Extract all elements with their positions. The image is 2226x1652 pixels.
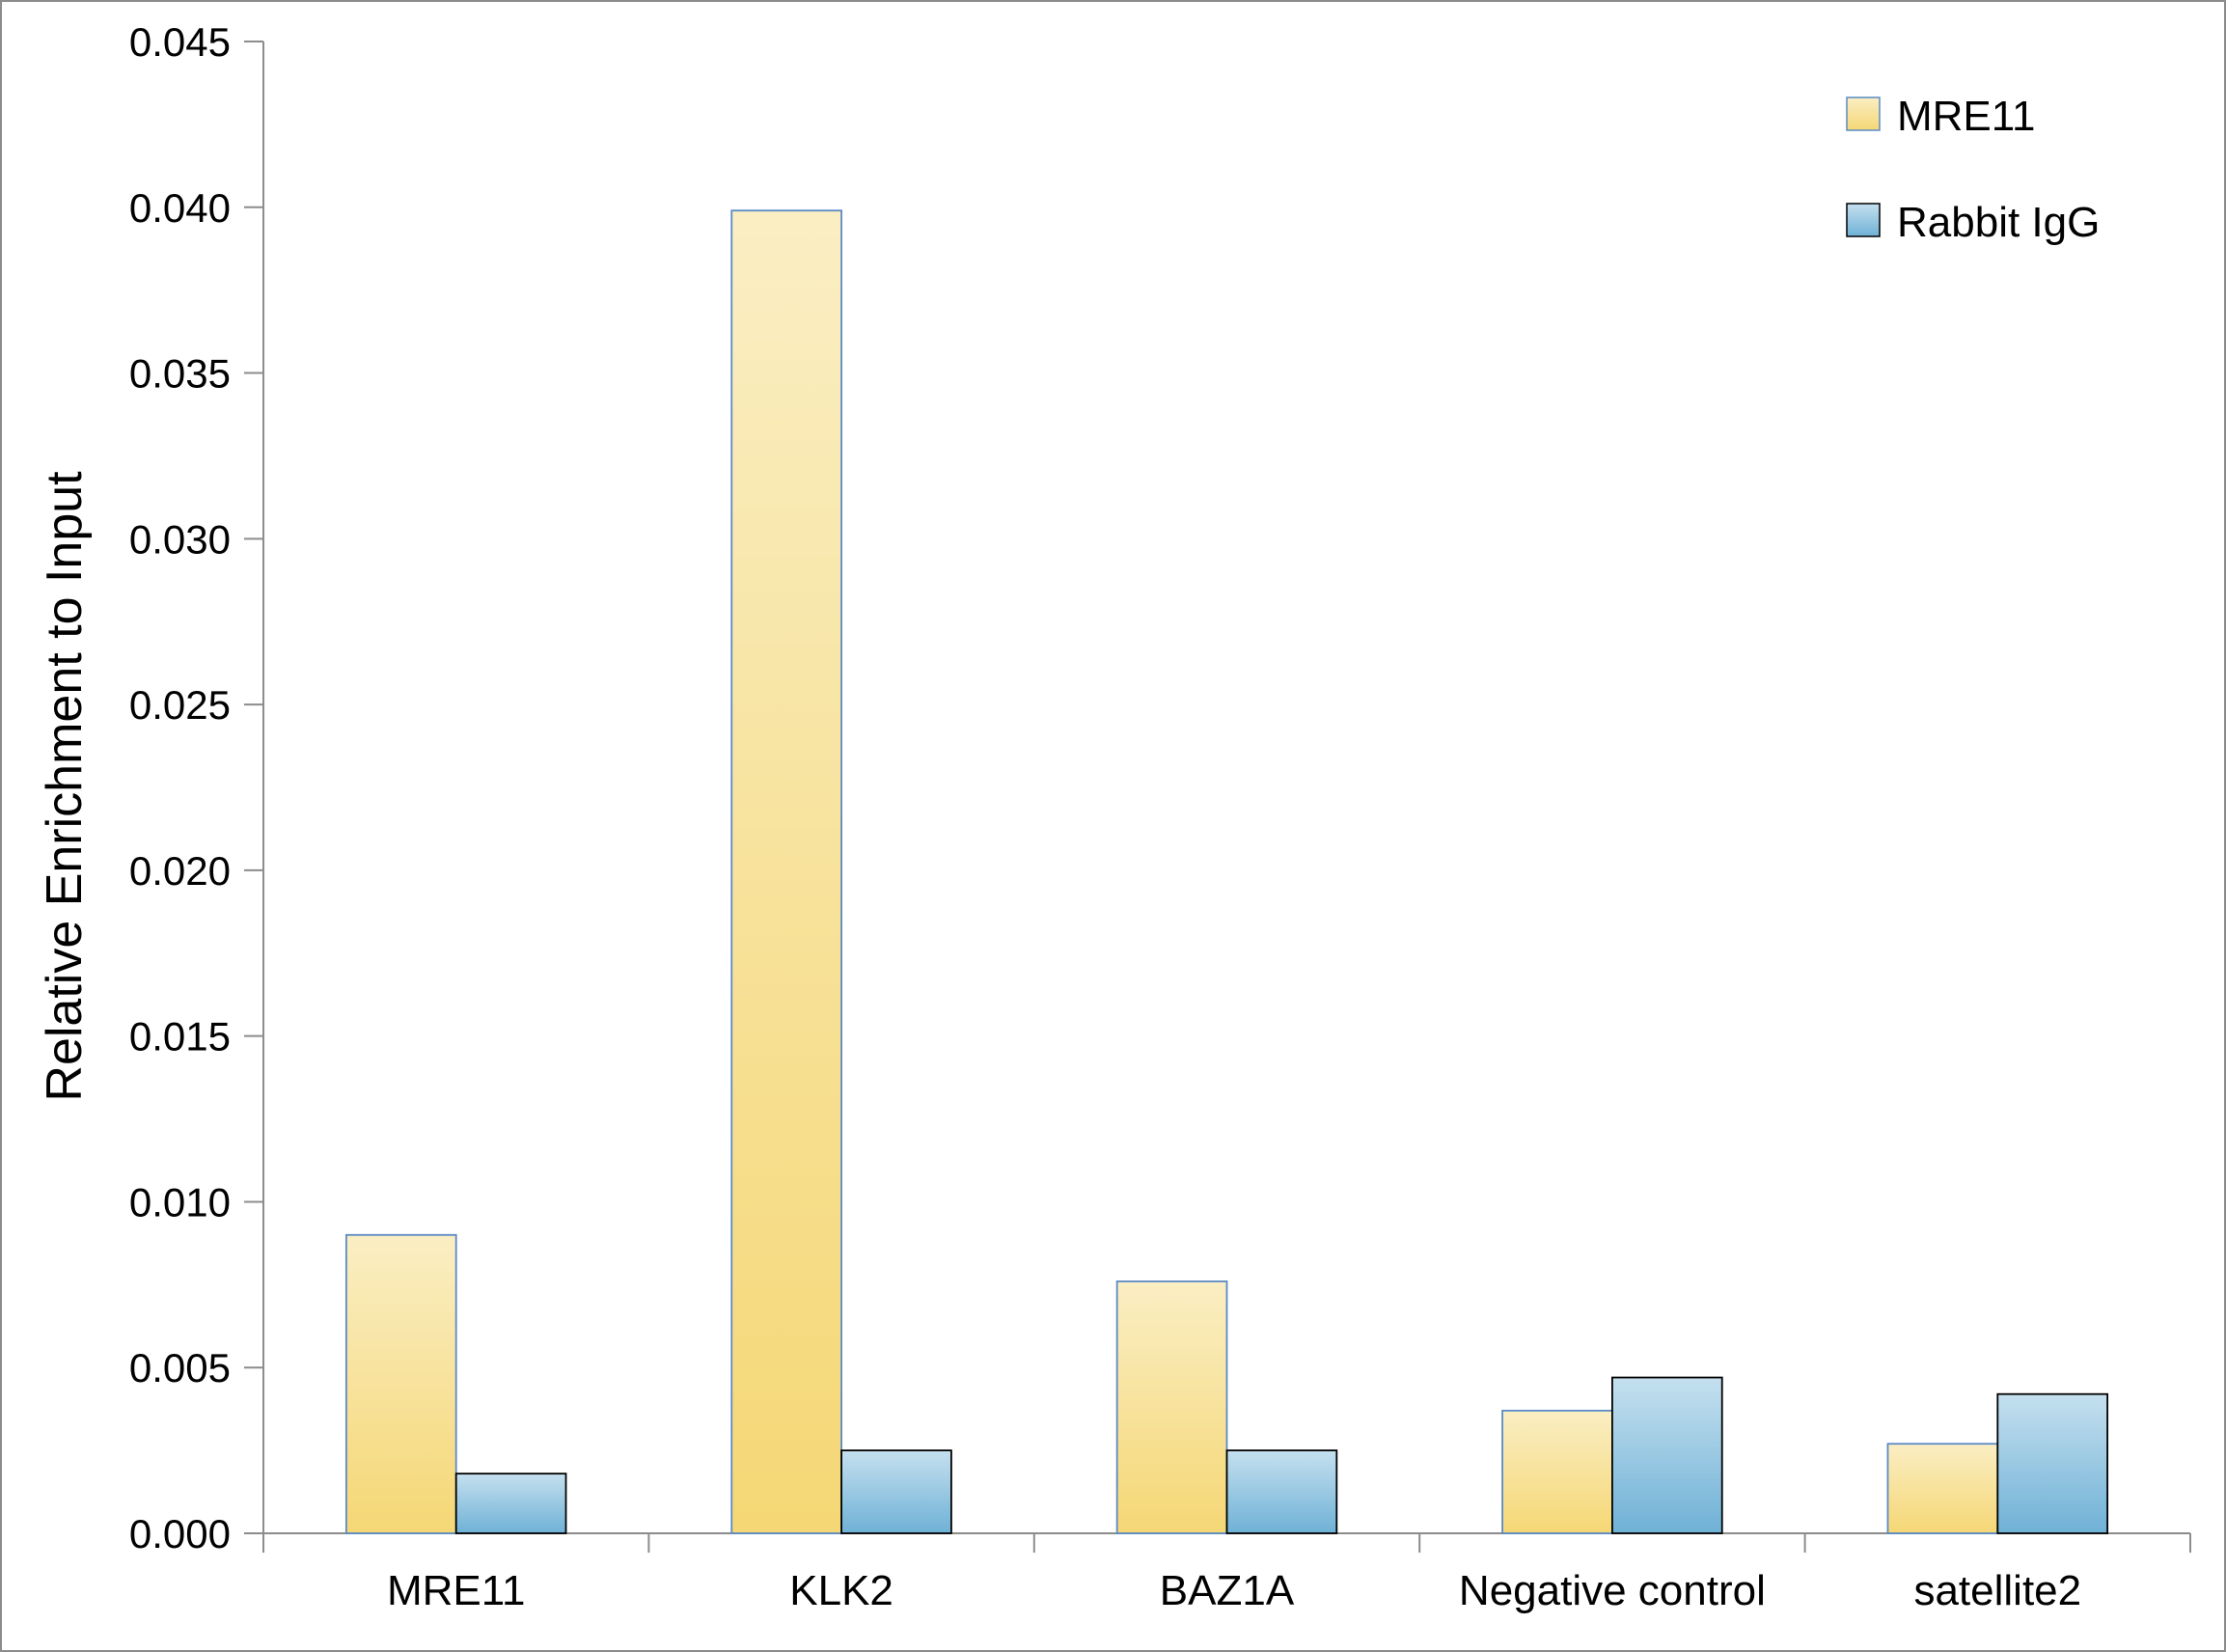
y-tick-label: 0.000 xyxy=(129,1511,231,1556)
bar-rabbit-igg xyxy=(840,1449,952,1534)
bar-mre11 xyxy=(1886,1443,1999,1534)
bar-rabbit-igg xyxy=(454,1473,567,1534)
x-category-label: satellite2 xyxy=(1913,1567,2081,1614)
bar-mre11 xyxy=(1115,1280,1228,1534)
y-tick-label: 0.040 xyxy=(129,185,231,231)
legend-label-mre11: MRE11 xyxy=(1897,93,2035,140)
bar-mre11 xyxy=(344,1233,457,1534)
legend-label-rabbit-igg: Rabbit IgG xyxy=(1897,199,2100,246)
x-category-label: KLK2 xyxy=(789,1567,893,1614)
y-tick-label: 0.045 xyxy=(129,19,231,65)
bars xyxy=(344,209,2109,1534)
x-axis: MRE11 KLK2 BAZ1A Negative control satellite2 xyxy=(262,1532,2191,1614)
y-tick-label: 0.035 xyxy=(129,351,231,397)
y-tick-label: 0.015 xyxy=(129,1014,231,1060)
y-tick-label: 0.020 xyxy=(129,848,231,894)
x-category-label: Negative control xyxy=(1459,1567,1766,1614)
bar-rabbit-igg xyxy=(1611,1376,1723,1534)
legend-swatch-rabbit-igg xyxy=(1846,203,1881,237)
x-category-label: BAZ1A xyxy=(1160,1567,1295,1614)
legend: MRE11 Rabbit IgG xyxy=(1846,93,2100,246)
y-tick-label: 0.025 xyxy=(129,682,231,728)
legend-swatch-mre11 xyxy=(1846,96,1881,131)
y-tick-label: 0.010 xyxy=(129,1179,231,1225)
x-category-label: MRE11 xyxy=(387,1567,525,1614)
bar-mre11 xyxy=(730,209,842,1534)
y-axis: 0.000 0.005 0.010 0.015 0.020 0.025 0.030 0.035… xyxy=(129,19,264,1556)
bar-rabbit-igg xyxy=(1996,1392,2109,1534)
y-tick-label: 0.030 xyxy=(129,516,231,562)
bar-mre11 xyxy=(1501,1409,1613,1534)
bar-rabbit-igg xyxy=(1225,1449,1338,1534)
y-axis-title: Relative Enrichment to Input xyxy=(37,471,93,1102)
y-tick-label: 0.005 xyxy=(129,1345,231,1390)
